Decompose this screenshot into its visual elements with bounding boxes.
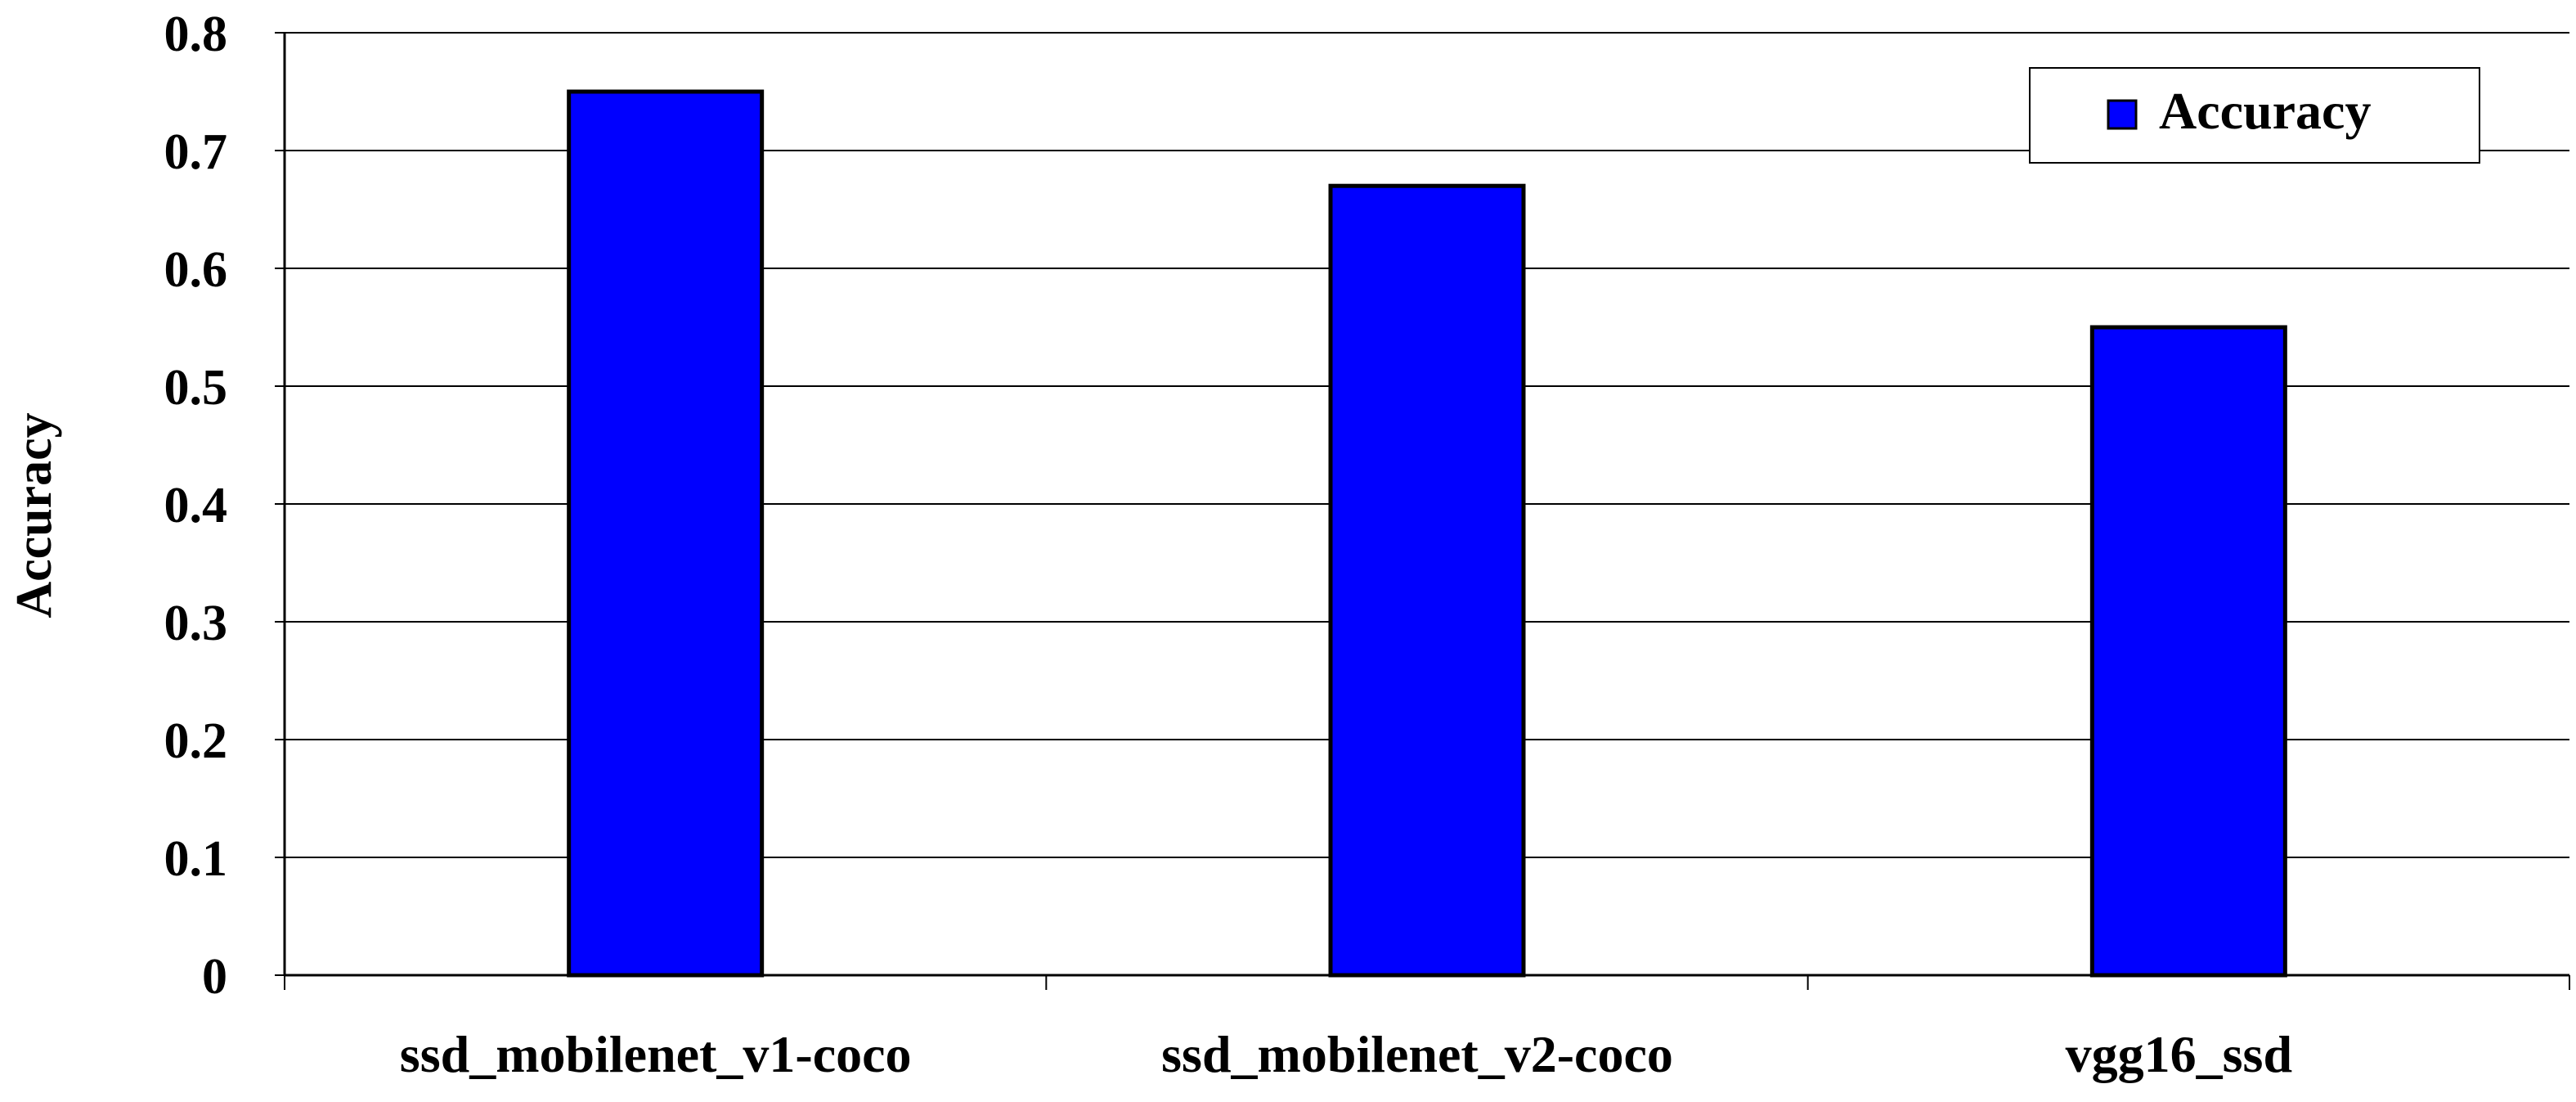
bar [567, 89, 765, 978]
legend-label: Accuracy [2159, 82, 2371, 140]
bar [2089, 325, 2287, 978]
y-axis-title: Accuracy [7, 412, 62, 618]
y-tick-label: 0.3 [164, 596, 228, 651]
legend: Accuracy [2029, 67, 2480, 164]
y-tick-label: 0.8 [164, 7, 228, 62]
bar [1328, 183, 1526, 978]
y-tick-label: 0.2 [164, 713, 228, 769]
x-tick-label: ssd_mobilenet_v2-coco [1161, 1025, 1673, 1083]
y-tick-label: 0.6 [164, 242, 228, 298]
y-tick-labels: 0 0.1 0.2 0.3 0.4 0.5 0.6 0.7 0.8 [164, 7, 228, 1005]
bars [567, 89, 2287, 978]
legend-box [2029, 67, 2480, 164]
axes [275, 32, 2570, 990]
y-tick-label: 0.5 [164, 360, 228, 416]
y-tick-label: 0.1 [164, 831, 228, 887]
x-tick-labels: ssd_mobilenet_v1-coco ssd_mobilenet_v2-co… [400, 1025, 2292, 1083]
y-tick-label: 0.4 [164, 478, 228, 533]
x-tick-label: vgg16_ssd [2066, 1025, 2292, 1083]
y-tick-label: 0.7 [164, 124, 228, 180]
legend-swatch [2107, 99, 2138, 130]
y-tick-label: 0 [202, 949, 227, 1005]
x-tick-label: ssd_mobilenet_v1-coco [400, 1025, 912, 1083]
